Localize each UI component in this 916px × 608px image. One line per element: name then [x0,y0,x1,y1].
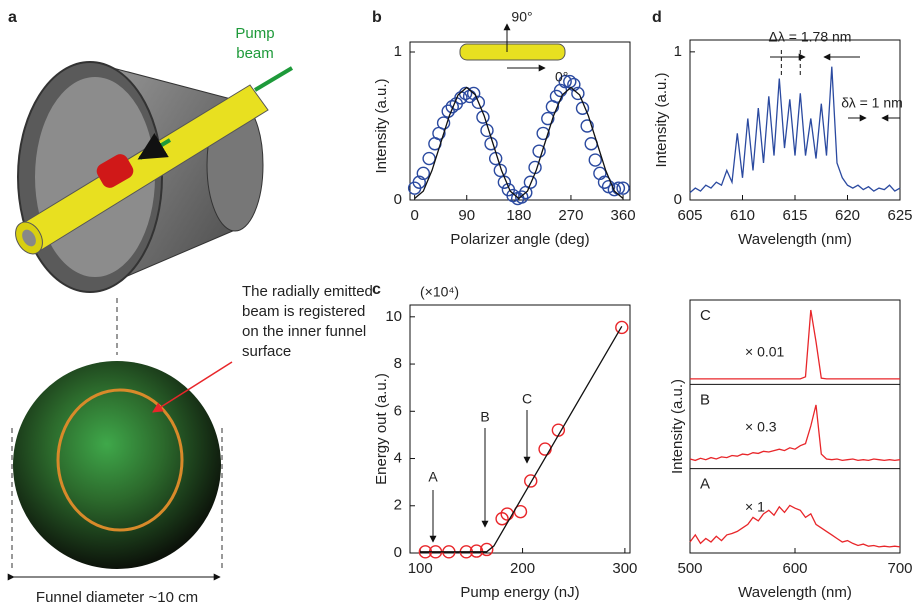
data-line [689,404,901,462]
plot-frame [409,304,631,554]
y-tick-label: 2 [394,497,402,514]
pump-label: beam [236,45,274,62]
data-point [412,175,426,189]
annotation: × 0.3 [745,419,777,435]
data-point [462,89,477,104]
note-line: beam is registered [242,303,365,320]
x-tick-label: 100 [408,560,433,577]
y-axis-label: Energy out (a.u.) [373,373,390,485]
data-point [558,74,572,89]
x-tick-label: 300 [612,560,637,577]
y-tick-label: 8 [394,355,402,372]
x-axis-label: Polarizer angle (deg) [450,231,589,248]
data-point [445,100,459,114]
x-tick-label: 615 [782,207,807,224]
data-point [493,163,508,178]
y-axis-label: Intensity (a.u.) [373,78,390,173]
trace-label: A [700,476,710,493]
y-tick-label: 10 [385,308,402,325]
data-point [488,151,503,166]
data-line [689,66,901,194]
data-point [476,110,490,124]
data-point [480,542,494,557]
data-point [469,544,484,558]
annotation: × 1 [745,499,765,515]
y-tick-label: 0 [394,544,402,561]
data-point [615,320,629,335]
x-tick-label: 625 [887,207,912,224]
data-point [471,95,486,110]
data-point [541,111,555,126]
y-tick-label: 0 [674,191,682,208]
plot-frame [409,41,631,201]
y-tick-label: 0 [394,191,402,208]
y-tick-label: 4 [394,449,402,466]
diameter-label: Funnel diameter ~10 cm [36,589,198,606]
data-point [536,126,550,141]
x-tick-label: 700 [887,560,912,577]
panel-label: c [372,281,381,298]
annotation: C [522,391,532,407]
annotation: 90° [511,9,532,25]
y-tick-label: 6 [394,402,402,419]
y-axis-label: Intensity (a.u.) [669,379,686,474]
note-line: surface [242,343,291,360]
x-tick-label: 610 [730,207,755,224]
x-axis-label: Wavelength (nm) [738,231,852,248]
x-tick-label: 600 [782,560,807,577]
data-point [416,166,431,181]
data-point [580,119,594,133]
annotation: (×10⁴) [420,284,459,300]
annotation: A [428,469,438,485]
panel-label: a [8,9,17,26]
note-line: The radially emitted [242,283,373,300]
data-line [414,86,624,200]
plot-frame [689,299,901,554]
data-point [532,144,546,158]
x-axis-label: Pump energy (nJ) [460,584,579,601]
annotation: B [480,409,489,425]
data-point [524,474,538,488]
panel-label: b [372,9,382,26]
data-line [689,504,901,548]
x-axis-label: Wavelength (nm) [738,584,852,601]
data-point [422,151,436,166]
x-tick-label: 605 [677,207,702,224]
data-point [538,442,552,456]
pump-label: Pump [235,25,274,42]
funnel-illustration: a Pump beam The radially emitted beam is… [7,9,373,606]
trace-label: C [700,307,711,324]
x-tick-label: 360 [611,207,636,224]
x-tick-label: 620 [835,207,860,224]
x-tick-label: 200 [510,560,535,577]
data-point [515,190,529,204]
data-point [588,153,602,167]
trace-label: B [700,391,710,408]
data-point [495,512,509,526]
x-tick-label: 0 [410,207,418,224]
data-point [523,175,538,189]
x-tick-label: 500 [677,560,702,577]
rod-inset [459,43,566,61]
data-point [571,86,585,101]
data-point [436,116,451,130]
data-point [616,181,630,195]
data-point [500,507,514,521]
x-tick-label: 180 [506,207,531,224]
annotation: 0° [555,69,568,85]
annotation: × 0.01 [745,344,785,360]
annotation: Δλ = 1.78 nm [769,29,852,45]
y-axis-label: Intensity (a.u.) [653,72,670,167]
y-tick-label: 1 [674,43,682,60]
panel-label: d [652,9,662,26]
annotation: δλ = 1 nm [841,95,903,111]
y-tick-label: 1 [394,43,402,60]
data-line [420,325,623,553]
x-tick-label: 90 [458,207,475,224]
plot-frame [689,39,901,201]
data-line [690,309,900,380]
note-line: on the inner funnel [242,323,366,340]
x-tick-label: 270 [558,207,583,224]
